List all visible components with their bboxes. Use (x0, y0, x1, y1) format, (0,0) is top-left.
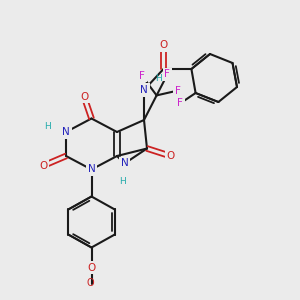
Text: H: H (44, 122, 51, 131)
Text: F: F (139, 70, 145, 81)
Text: N: N (88, 164, 95, 175)
Text: O: O (39, 160, 48, 171)
Text: F: F (175, 85, 181, 96)
Text: H: H (120, 177, 126, 186)
Text: N: N (140, 85, 148, 95)
Text: O: O (86, 278, 94, 289)
Text: F: F (177, 98, 183, 109)
Text: O: O (159, 40, 168, 50)
Text: H: H (156, 74, 162, 83)
Text: N: N (62, 127, 70, 137)
Text: N: N (121, 158, 128, 169)
Text: F: F (164, 69, 170, 80)
Text: O: O (87, 262, 96, 273)
Text: O: O (166, 151, 175, 161)
Text: O: O (80, 92, 88, 102)
